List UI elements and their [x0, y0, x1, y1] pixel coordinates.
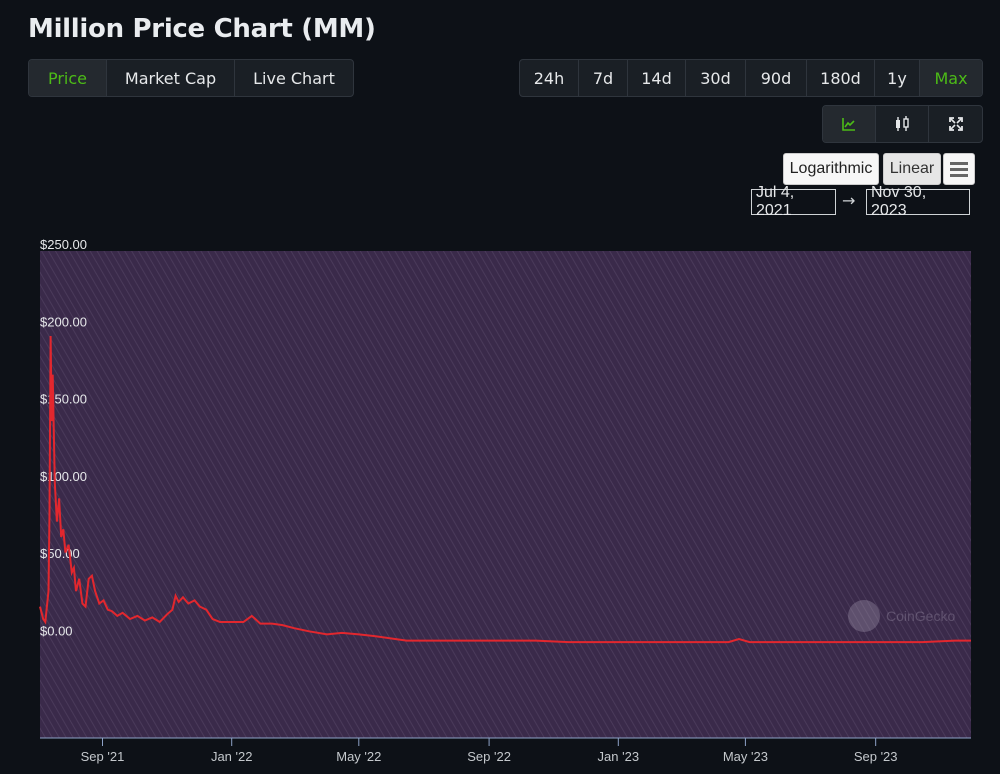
plot-area: [40, 251, 971, 738]
range-tabs: 24h 7d 14d 30d 90d 180d 1y Max: [519, 59, 983, 97]
tab-live-chart[interactable]: Live Chart: [253, 68, 335, 88]
x-tick-label: Sep '22: [467, 749, 511, 764]
fullscreen-button[interactable]: [929, 106, 982, 142]
range-180d[interactable]: 180d: [807, 60, 875, 96]
view-tabs: Price Market Cap Live Chart: [28, 59, 354, 97]
range-90d[interactable]: 90d: [746, 60, 807, 96]
candlestick-icon: [896, 116, 909, 131]
y-tick-label: $150.00: [40, 392, 87, 407]
range-max[interactable]: Max: [920, 60, 982, 96]
range-7d[interactable]: 7d: [579, 60, 628, 96]
x-tick-label: May '22: [336, 749, 381, 764]
coingecko-watermark: CoinGecko: [848, 600, 955, 632]
tab-price[interactable]: Price: [29, 60, 107, 96]
chart-menu-button[interactable]: [943, 153, 975, 185]
x-tick-label: Jan '23: [598, 749, 640, 764]
fullscreen-icon: [948, 117, 963, 131]
range-14d[interactable]: 14d: [628, 60, 686, 96]
y-tick-label: $200.00: [40, 314, 87, 329]
x-tick-label: May '23: [723, 749, 768, 764]
y-tick-label: $100.00: [40, 469, 87, 484]
date-to-input[interactable]: Nov 30, 2023: [866, 184, 970, 219]
y-tick-label: $250.00: [40, 237, 87, 252]
watermark-text: CoinGecko: [886, 608, 955, 624]
y-tick-label: $50.00: [40, 546, 80, 561]
x-tick-label: Sep '23: [854, 749, 898, 764]
date-from-input[interactable]: Jul 4, 2021: [751, 184, 836, 219]
x-tick-label: Sep '21: [81, 749, 125, 764]
arrow-right-icon: →: [842, 191, 856, 210]
logarithmic-button[interactable]: Logarithmic: [783, 153, 879, 185]
chart-type-toggle: [822, 105, 983, 143]
range-24h[interactable]: 24h: [520, 60, 579, 96]
price-series-line: [39, 335, 971, 644]
line-chart-button[interactable]: [823, 106, 876, 142]
line-chart-icon: [842, 118, 855, 131]
x-tick-label: Jan '22: [211, 749, 253, 764]
y-tick-label: $0.00: [40, 624, 73, 639]
linear-button[interactable]: Linear: [883, 153, 941, 185]
tab-market-cap[interactable]: Market Cap: [107, 60, 235, 96]
hamburger-icon: [950, 161, 968, 165]
page-title: Million Price Chart (MM): [28, 14, 376, 44]
range-1y[interactable]: 1y: [875, 60, 920, 96]
x-axis: Sep '21 Jan '22 May '22 Sep '22 Jan '23 May '…: [81, 738, 898, 764]
range-30d[interactable]: 30d: [686, 60, 746, 96]
candlestick-button[interactable]: [876, 106, 929, 142]
